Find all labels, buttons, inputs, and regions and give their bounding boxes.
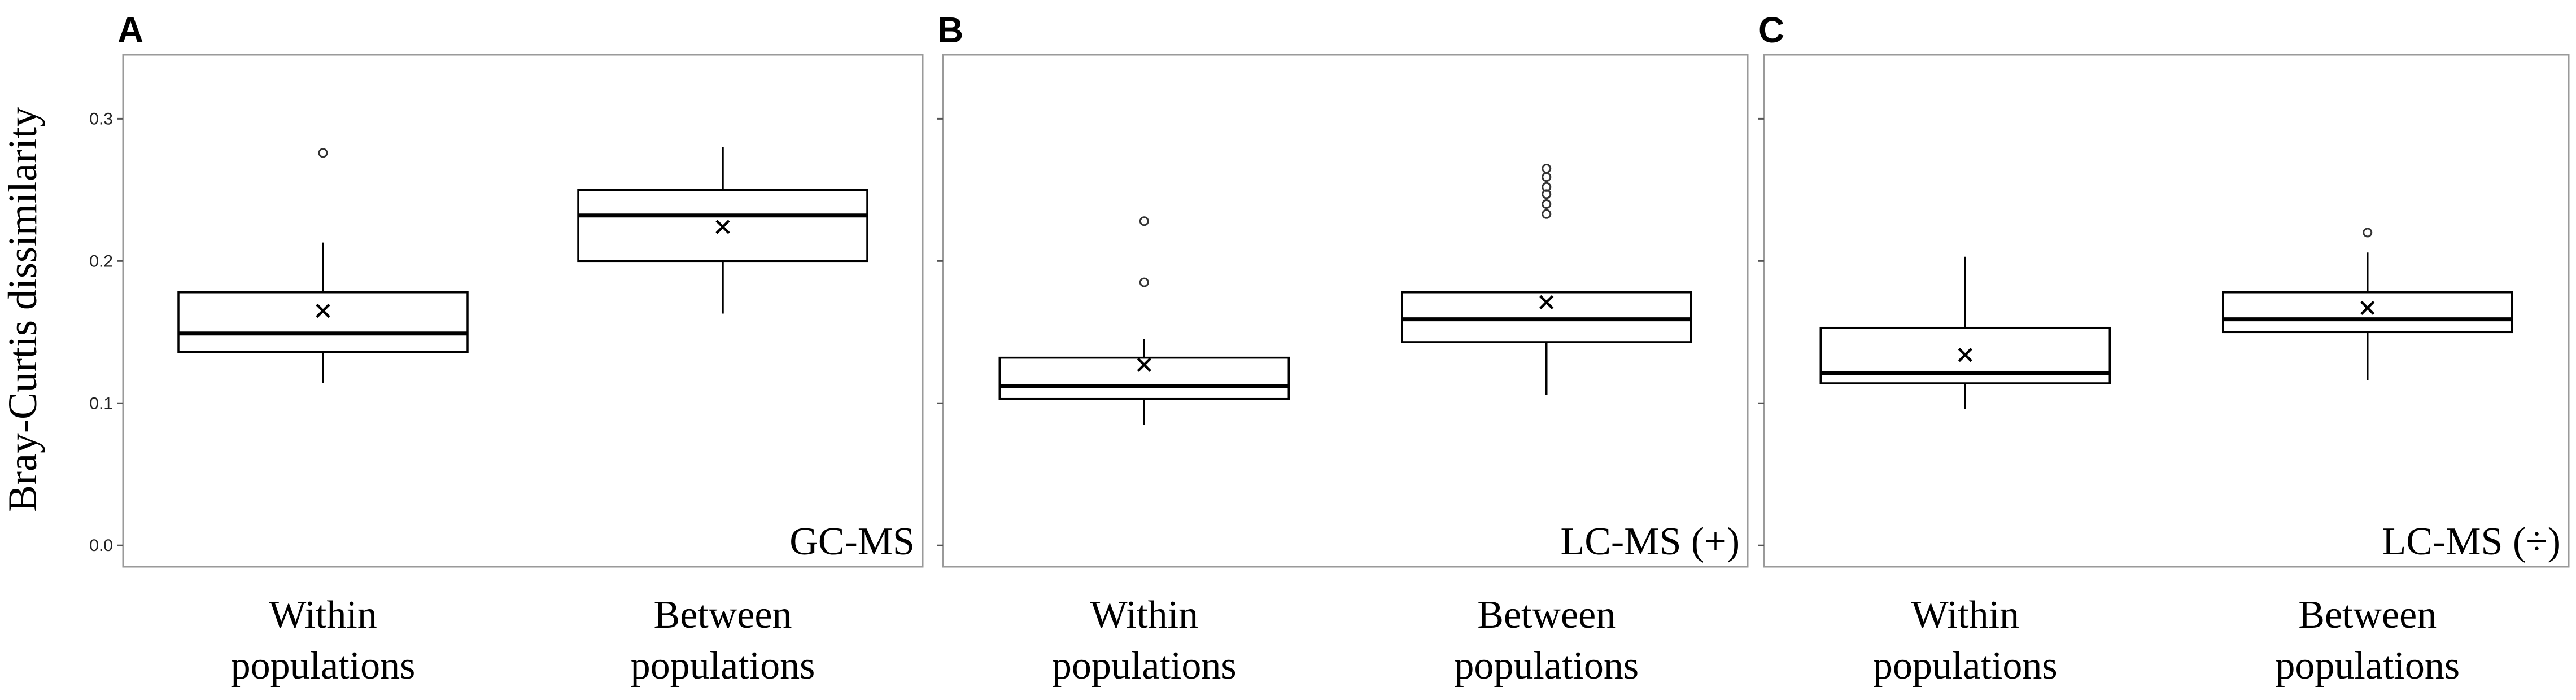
category-label-line: populations	[231, 644, 416, 688]
mean-stroke	[2360, 300, 2375, 316]
panel-b: B LC-MS (+) Within populations Between popula…	[937, 10, 1749, 688]
outlier-point	[1542, 164, 1552, 174]
box-between	[1401, 164, 1692, 395]
mean-marker	[316, 303, 330, 318]
box-within	[1819, 256, 2111, 409]
panel-c: C LC-MS (÷) Within populations Between popula…	[1758, 10, 2570, 688]
outlier-point	[1542, 209, 1552, 219]
box-within	[998, 216, 1290, 425]
panel-letter: B	[937, 10, 963, 50]
category-label-line: populations	[631, 644, 815, 688]
mean-stroke	[1137, 357, 1151, 372]
category-label-line: Within	[1911, 593, 2019, 637]
category-label: Within populations	[1873, 593, 2058, 688]
plot-frame	[1763, 54, 2570, 568]
mean-marker	[1958, 348, 1972, 362]
category-label: Between populations	[1454, 593, 1639, 688]
mean-marker	[1137, 357, 1151, 372]
category-label-line: Within	[269, 593, 377, 637]
method-label: GC-MS	[789, 520, 915, 563]
category-label-line: Between	[2298, 593, 2437, 637]
category-label-line: populations	[1873, 644, 2058, 688]
mean-stroke	[1958, 348, 1972, 362]
y-axis-label: Bray-Curtis dissimilarity	[0, 107, 45, 512]
category-label: Between populations	[631, 593, 815, 688]
category-label-line: Between	[1477, 593, 1616, 637]
y-tick-label: 0.2	[89, 252, 113, 270]
iqr-box	[1401, 291, 1692, 343]
iqr-box	[2222, 291, 2513, 334]
category-label-line: populations	[2275, 644, 2460, 688]
y-tick-label: 0.0	[89, 536, 113, 555]
category-label: Within populations	[1052, 593, 1237, 688]
outlier-point	[1542, 199, 1552, 209]
mean-stroke	[1539, 295, 1554, 309]
outlier-point	[2363, 228, 2373, 238]
box-within	[177, 148, 469, 383]
outlier-point	[1542, 172, 1552, 182]
category-label-line: populations	[1052, 644, 1237, 688]
plot-frame	[122, 54, 924, 568]
mean-marker	[1539, 295, 1554, 309]
outlier-point	[1139, 216, 1149, 226]
category-label-line: populations	[1454, 644, 1639, 688]
box-between	[577, 147, 868, 314]
category-label: Within populations	[231, 593, 416, 688]
outlier-point	[1139, 277, 1149, 287]
outlier-point	[1542, 182, 1552, 192]
category-label-line: Between	[654, 593, 792, 637]
mean-marker	[715, 220, 730, 234]
y-tick-label: 0.3	[89, 110, 113, 128]
outlier-point	[318, 148, 328, 158]
iqr-box	[177, 291, 469, 353]
plot-frame	[942, 54, 1749, 568]
category-label: Between populations	[2275, 593, 2460, 688]
method-label: LC-MS (÷)	[2382, 520, 2561, 563]
mean-marker	[2360, 300, 2375, 316]
method-label: LC-MS (+)	[1560, 520, 1740, 563]
panel-letter: C	[1758, 10, 1784, 50]
mean-stroke	[715, 220, 730, 234]
category-label-line: Within	[1090, 593, 1198, 637]
panel-letter: A	[117, 10, 143, 50]
y-tick-label: 0.1	[89, 394, 113, 413]
box-between	[2222, 228, 2513, 380]
mean-stroke	[316, 303, 330, 318]
